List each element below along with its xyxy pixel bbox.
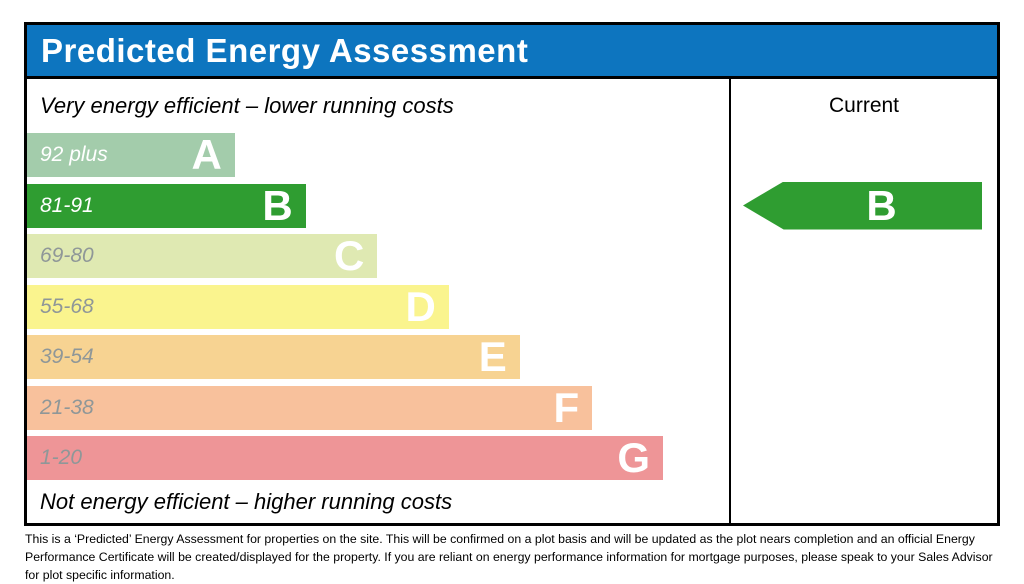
bands-container: 92 plus A 81-91 B 69-80 C 55-68 D 39-54 E 21-38 F 1-… — [27, 133, 729, 480]
band-range-label: 55-68 — [40, 294, 94, 318]
top-caption: Very energy efficient – lower running co… — [40, 93, 454, 118]
band-row-a: 92 plus A — [27, 133, 235, 177]
band-letter: E — [478, 333, 507, 380]
band-letter: G — [617, 434, 650, 481]
disclaimer-text: This is a ‘Predicted’ Energy Assessment … — [25, 532, 993, 582]
band-range-label: 39-54 — [40, 345, 94, 368]
band-range-label: 92 plus — [40, 143, 108, 166]
current-rating-column: Current B — [729, 79, 997, 523]
band-row-c: 69-80 C — [27, 232, 378, 279]
band-letter: C — [333, 232, 365, 279]
band-row-f: 21-38 F — [27, 383, 593, 431]
panel-header: Predicted Energy Assessment — [27, 25, 997, 79]
band-range-label: 1-20 — [40, 446, 83, 469]
current-rating-letter: B — [866, 181, 897, 229]
panel-body: Very energy efficient – lower running co… — [27, 79, 997, 523]
band-range-label: 69-80 — [40, 244, 94, 267]
band-range-label: 81-91 — [40, 193, 94, 217]
energy-assessment-panel: Predicted Energy Assessment Very energy … — [24, 22, 1000, 526]
rating-scale-column: Very energy efficient – lower running co… — [27, 79, 729, 523]
panel-title: Predicted Energy Assessment — [41, 31, 529, 69]
bottom-caption: Not energy efficient – higher running co… — [40, 489, 453, 514]
current-column-label: Current — [828, 94, 900, 117]
band-row-d: 55-68 D — [27, 282, 449, 330]
band-letter: F — [553, 383, 580, 431]
band-letter: A — [191, 131, 222, 178]
band-row-g: 1-20 G — [27, 436, 663, 480]
band-letter: D — [405, 282, 436, 330]
band-range-label: 21-38 — [40, 395, 94, 419]
band-letter: B — [262, 181, 293, 229]
band-row-b: 81-91 B — [27, 181, 306, 229]
band-row-e: 39-54 E — [27, 335, 520, 379]
current-rating-arrow: B — [743, 181, 982, 230]
